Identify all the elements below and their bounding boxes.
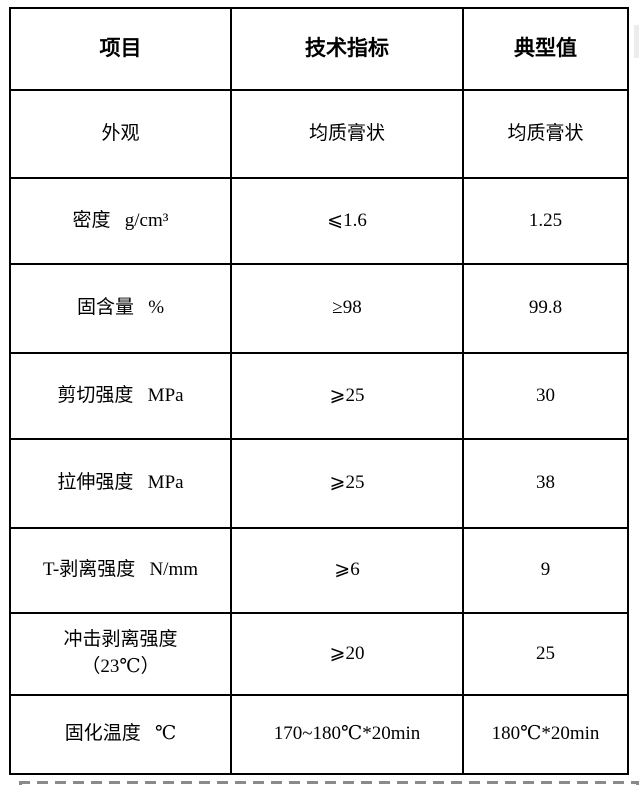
- cell-shear-strength-item: 剪切强度 MPa: [11, 354, 230, 438]
- cell-shear-strength-typical: 30: [464, 354, 627, 438]
- cell-curing-temperature-spec: 170~180℃*20min: [232, 696, 462, 773]
- dashed-frame-border: [19, 781, 639, 784]
- cell-tensile-strength-spec: ⩾25: [232, 440, 462, 527]
- header-typical-value: 典型值: [464, 9, 627, 89]
- cell-t-peel-strength-spec: ⩾6: [232, 529, 462, 612]
- cell-solid-content-typical: 99.8: [464, 265, 627, 352]
- technical-spec-table: 项目 技术指标 典型值 外观 均质膏状 均质膏状 密度 g/cm³ ⩽1.6 1…: [9, 7, 629, 775]
- cell-t-peel-strength-item: T-剥离强度 N/mm: [11, 529, 230, 612]
- cell-impact-peel-strength-typical: 25: [464, 614, 627, 694]
- dashed-frame-corner-right: [636, 782, 639, 785]
- cell-density-spec: ⩽1.6: [232, 179, 462, 263]
- cell-density-item: 密度 g/cm³: [11, 179, 230, 263]
- header-tech-spec: 技术指标: [232, 9, 462, 89]
- cell-tensile-strength-typical: 38: [464, 440, 627, 527]
- cell-appearance-typical: 均质膏状: [464, 91, 627, 177]
- dashed-frame-corner-left: [19, 782, 22, 785]
- page-edge-artifact: [634, 25, 639, 58]
- cell-density-typical: 1.25: [464, 179, 627, 263]
- cell-appearance-spec: 均质膏状: [232, 91, 462, 177]
- cell-curing-temperature-item: 固化温度 ℃: [11, 696, 230, 773]
- cell-tensile-strength-item: 拉伸强度 MPa: [11, 440, 230, 527]
- cell-appearance-item: 外观: [11, 91, 230, 177]
- cell-t-peel-strength-typical: 9: [464, 529, 627, 612]
- cell-impact-peel-strength-spec: ⩾20: [232, 614, 462, 694]
- header-item: 项目: [11, 9, 230, 89]
- cell-impact-peel-strength-item: 冲击剥离强度 （23℃）: [11, 614, 230, 694]
- cell-solid-content-spec: ≥98: [232, 265, 462, 352]
- cell-curing-temperature-typical: 180℃*20min: [464, 696, 627, 773]
- cell-solid-content-item: 固含量 %: [11, 265, 230, 352]
- cell-shear-strength-spec: ⩾25: [232, 354, 462, 438]
